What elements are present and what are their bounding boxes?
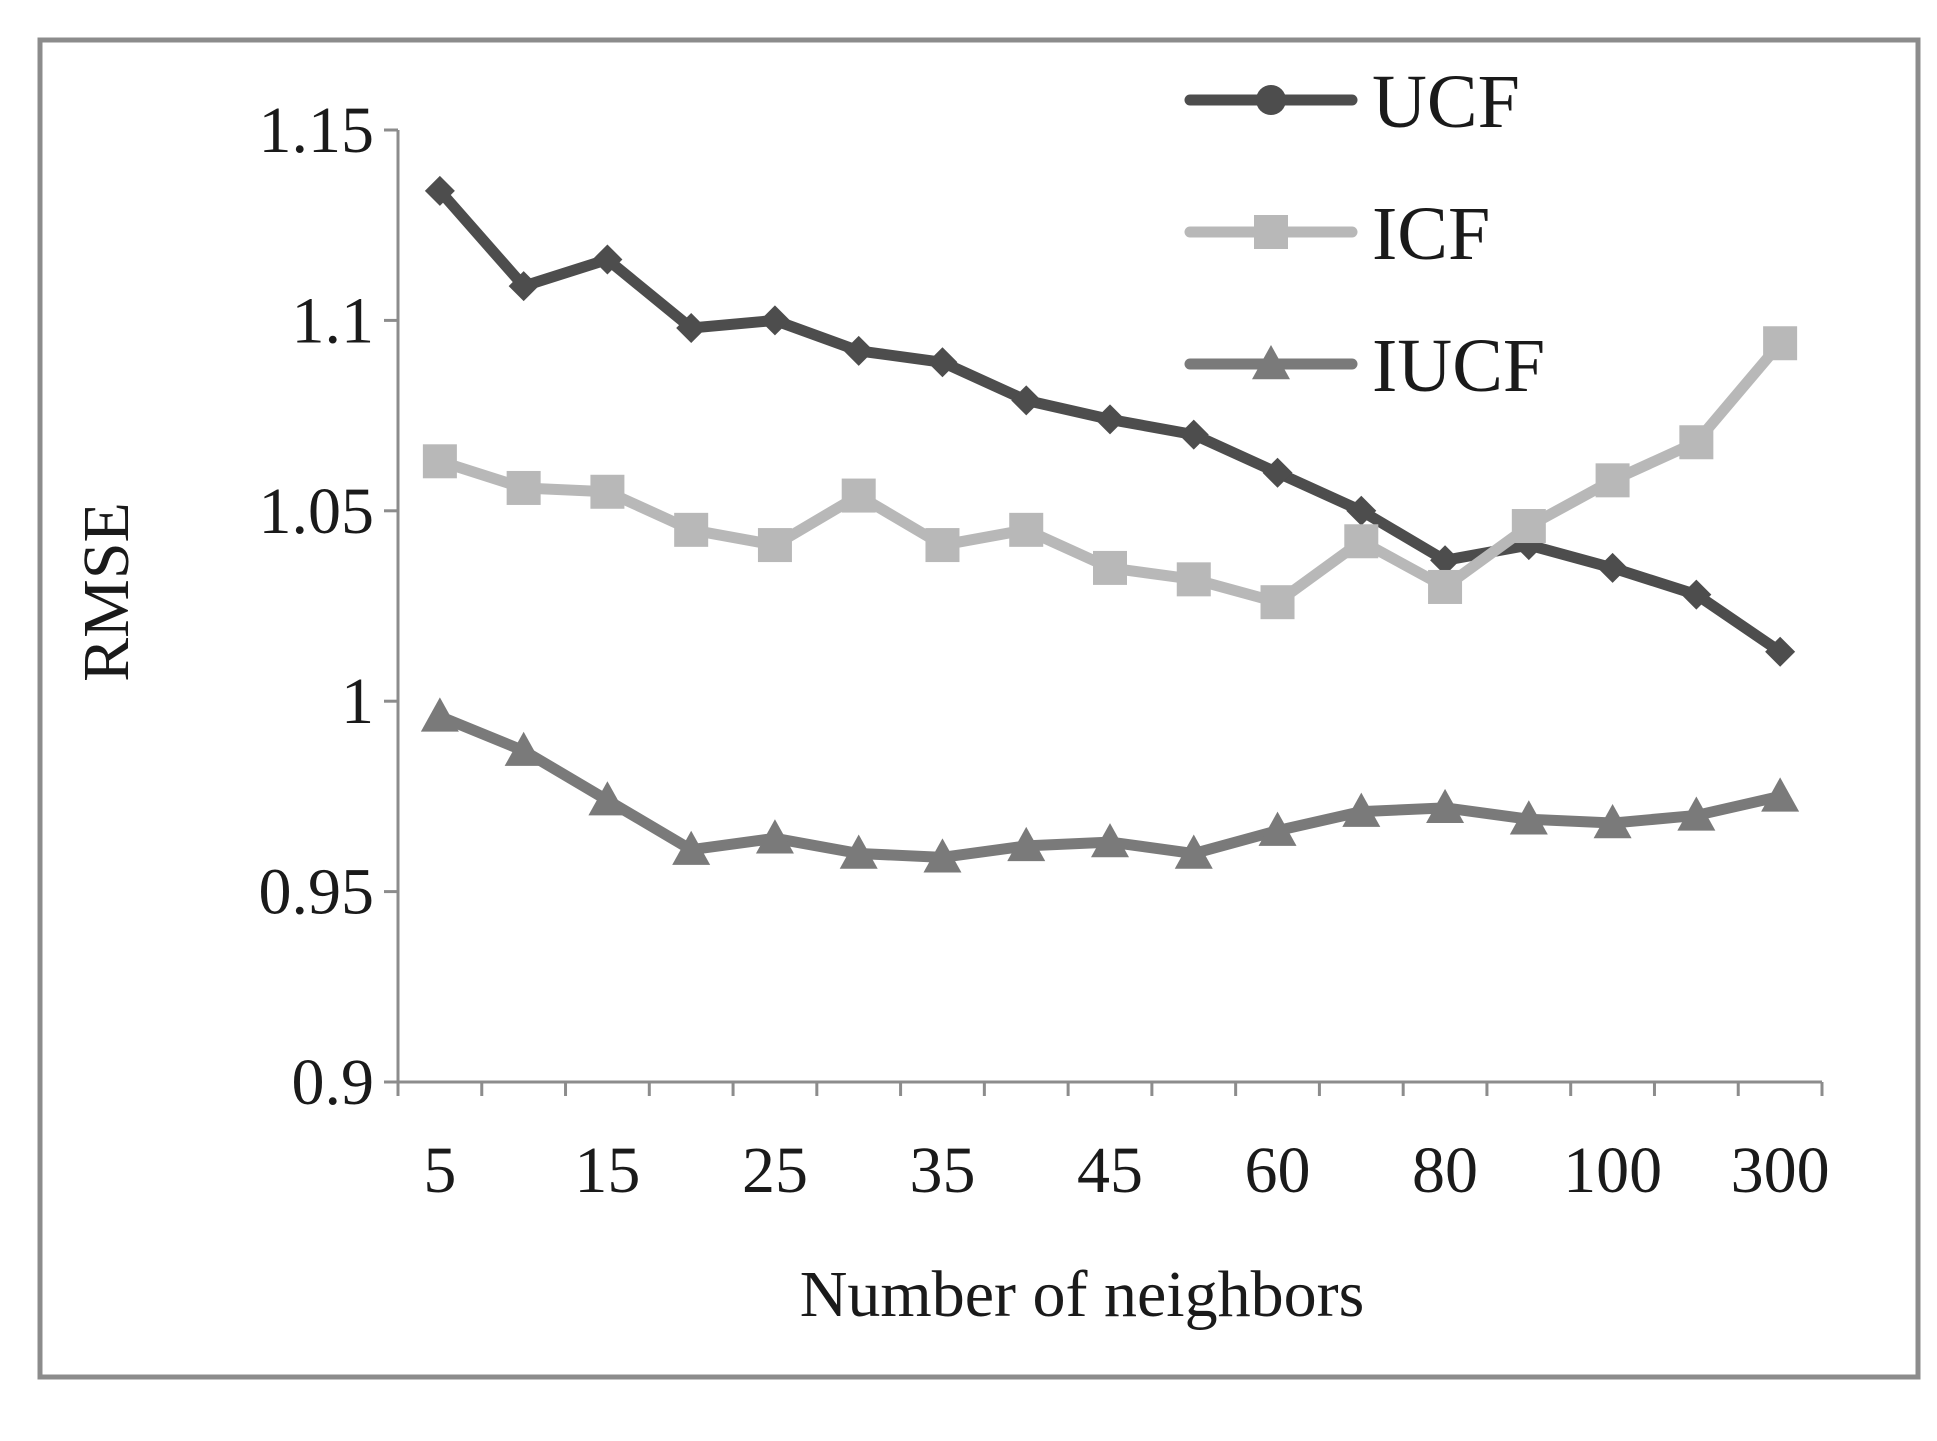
legend-icf-marker <box>1254 215 1288 249</box>
series-icf-point <box>590 474 625 509</box>
y-tick-label: 1.05 <box>259 475 375 548</box>
series-iucf-point <box>839 834 878 869</box>
series-icf-point <box>1428 569 1463 604</box>
series-ucf-point <box>508 271 539 302</box>
x-tick-label: 100 <box>1563 1134 1662 1207</box>
series-icf-point <box>422 444 457 479</box>
series-icf-point <box>1511 509 1546 544</box>
series-iucf-point <box>1174 834 1213 869</box>
x-tick-label: 25 <box>742 1134 808 1207</box>
x-tick-label: 35 <box>909 1134 975 1207</box>
series-ucf-point <box>1262 457 1293 488</box>
series-icf-point <box>1595 463 1630 498</box>
series-iucf-point <box>588 781 627 816</box>
series-ucf-point <box>1095 404 1125 435</box>
series-ucf-point <box>424 175 455 206</box>
series-ucf-point <box>759 305 790 336</box>
series-icf-point <box>1679 425 1714 460</box>
series-ucf-point <box>927 347 958 378</box>
series-iucf-point <box>1677 796 1716 831</box>
series-icf-point <box>1176 562 1211 597</box>
x-tick-label: 45 <box>1077 1134 1143 1207</box>
series-iucf-point <box>420 697 459 732</box>
x-axis: 5 15 25 35 45 60 80 100 300 <box>396 1080 1830 1207</box>
series-ucf-point <box>1178 419 1209 450</box>
y-tick-label: 0.9 <box>292 1046 375 1119</box>
legend: UCF ICF IUCF <box>1184 60 1545 408</box>
legend-ucf-label: UCF <box>1372 60 1520 144</box>
series-ucf-point <box>1346 495 1377 526</box>
series-iucf-point <box>672 830 711 865</box>
series-iucf-point <box>1258 811 1297 846</box>
y-tick-label: 1 <box>341 665 374 738</box>
x-tick-label: 80 <box>1412 1134 1478 1207</box>
series-ucf-point <box>676 313 707 344</box>
series-iucf-point <box>1342 792 1381 827</box>
series-icf-point <box>506 470 541 505</box>
series-icf-point <box>841 478 876 513</box>
series-iucf-point <box>504 731 543 766</box>
series-ucf-point <box>1681 579 1712 610</box>
series-ucf-point <box>843 335 874 366</box>
x-tick-label: 300 <box>1731 1134 1830 1207</box>
series-iucf-point <box>1509 800 1548 835</box>
chart-border <box>37 37 1921 1380</box>
series-ucf-point <box>1430 545 1461 576</box>
series-icf-point <box>925 528 960 563</box>
series-icf-point <box>674 512 709 547</box>
y-axis: 0.9 0.95 1 1.05 1.1 1.15 <box>259 94 400 1119</box>
series-layer <box>420 175 1800 873</box>
series-ucf-point <box>1765 636 1796 667</box>
series-icf-point <box>1093 550 1127 585</box>
series-icf-point <box>1260 585 1295 620</box>
y-tick-label: 1.1 <box>292 284 375 357</box>
series-icf-point <box>757 528 792 563</box>
series-iucf-point <box>1426 788 1465 824</box>
series-iucf-point <box>1091 823 1129 858</box>
x-tick-label: 15 <box>574 1134 640 1207</box>
series-iucf-point <box>923 838 962 873</box>
legend-iucf-label: IUCF <box>1372 324 1545 408</box>
series-iucf-point <box>1593 804 1632 839</box>
series-iucf-point <box>1007 826 1046 862</box>
series-ucf-point <box>1011 385 1042 416</box>
series-ucf-point <box>592 244 623 275</box>
legend-icf-label: ICF <box>1372 192 1490 276</box>
legend-ucf-marker <box>1256 85 1286 115</box>
x-axis-title: Number of neighbors <box>800 1258 1365 1331</box>
series-iucf-point <box>1761 777 1800 812</box>
series-icf-point <box>1009 512 1044 547</box>
series-iucf-point <box>755 819 794 854</box>
y-tick-label: 1.15 <box>259 94 375 167</box>
y-tick-label: 0.95 <box>259 856 375 929</box>
series-icf-point <box>1344 524 1379 559</box>
legend-iucf-marker <box>1252 345 1290 380</box>
series-ucf-point <box>1597 552 1628 583</box>
x-tick-label: 5 <box>423 1134 456 1207</box>
x-tick-label: 60 <box>1245 1134 1311 1207</box>
y-axis-title: RMSE <box>70 502 143 682</box>
series-icf-point <box>1763 326 1798 361</box>
